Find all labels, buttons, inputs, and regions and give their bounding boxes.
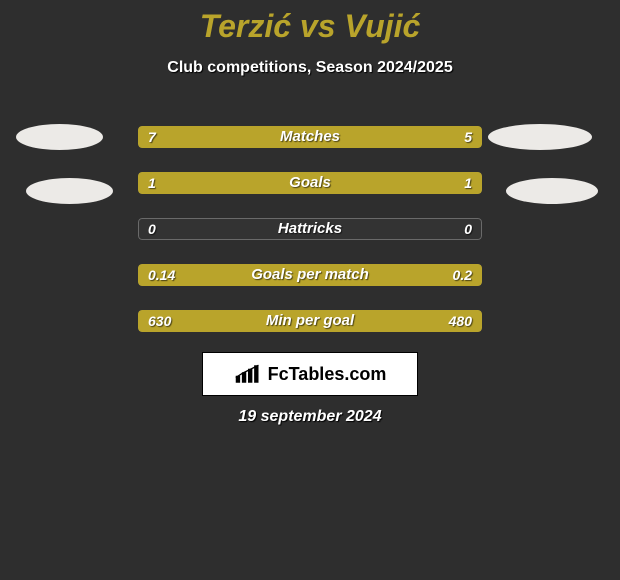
bar-chart-icon <box>234 363 262 385</box>
stat-label: Hattricks <box>138 218 482 240</box>
badge-text: FcTables.com <box>268 364 387 385</box>
stat-row: 0.140.2Goals per match <box>138 264 482 286</box>
logo-ellipse-left-1 <box>26 178 113 204</box>
fctables-badge[interactable]: FcTables.com <box>202 352 418 396</box>
stat-row: 75Matches <box>138 126 482 148</box>
stat-label: Goals per match <box>138 264 482 286</box>
footer-date: 19 september 2024 <box>0 408 620 426</box>
stat-row: 11Goals <box>138 172 482 194</box>
logo-ellipse-right-1 <box>506 178 598 204</box>
stat-row: 00Hattricks <box>138 218 482 240</box>
comparison-card: Terzić vs Vujić Club competitions, Seaso… <box>0 0 620 580</box>
logo-ellipse-right-0 <box>488 124 592 150</box>
logo-ellipse-left-0 <box>16 124 103 150</box>
stat-label: Goals <box>138 172 482 194</box>
title-text: Terzić vs Vujić <box>200 8 421 44</box>
stat-label: Matches <box>138 126 482 148</box>
stat-row: 630480Min per goal <box>138 310 482 332</box>
page-subtitle: Club competitions, Season 2024/2025 <box>0 59 620 77</box>
stat-label: Min per goal <box>138 310 482 332</box>
stats-panel: 75Matches 11Goals 00Hattricks 0.140.2Goals … <box>138 126 482 356</box>
page-title: Terzić vs Vujić <box>0 0 620 45</box>
